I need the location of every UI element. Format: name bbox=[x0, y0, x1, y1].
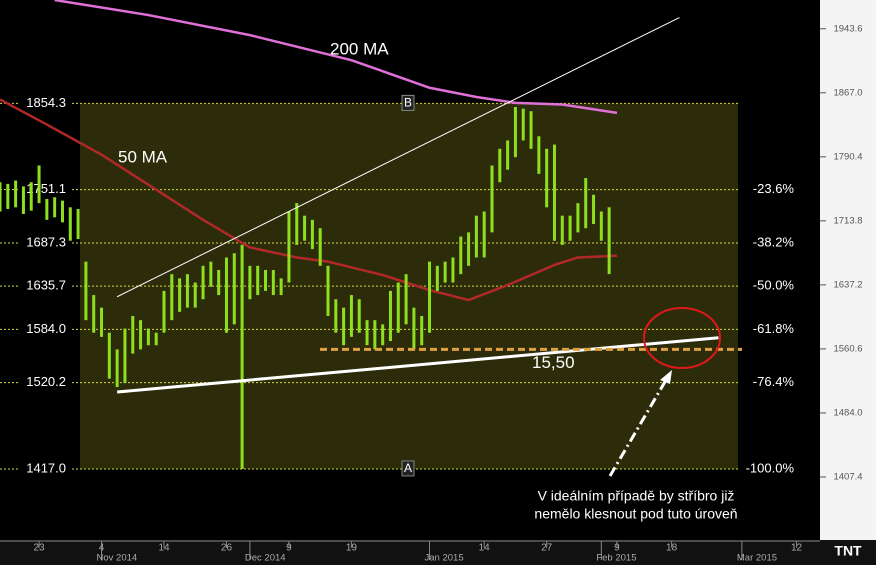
fib-marker-bg bbox=[401, 94, 415, 111]
x-tick-label: 9 bbox=[286, 543, 292, 554]
ma-label: 50 MA bbox=[118, 147, 168, 166]
fib-pct: -50.0% bbox=[753, 278, 795, 293]
x-tick-label: 19 bbox=[346, 543, 358, 554]
fib-label: 1854.3 bbox=[26, 95, 66, 110]
fib-label: 1687.3 bbox=[26, 234, 66, 249]
fib-label: 1520.2 bbox=[26, 374, 66, 389]
x-tick-label: 27 bbox=[541, 543, 553, 554]
month-label: Dec 2014 bbox=[245, 553, 286, 564]
month-label: Mar 2015 bbox=[737, 553, 777, 564]
trendline bbox=[116, 17, 680, 298]
fib-label-bg bbox=[20, 234, 70, 252]
x-tick-label: 14 bbox=[479, 543, 491, 554]
x-tick-label: 18 bbox=[666, 543, 678, 554]
y-tick-label: 1790.4 bbox=[833, 151, 862, 162]
month-label: Feb 2015 bbox=[596, 553, 636, 564]
logo: TNT bbox=[834, 543, 862, 559]
highlight-circle bbox=[643, 307, 721, 369]
fib-marker: A bbox=[404, 461, 412, 475]
fib-label: 1635.7 bbox=[26, 278, 66, 293]
x-tick-label: 26 bbox=[221, 543, 233, 554]
x-tick-label: 9 bbox=[614, 543, 620, 554]
x-tick-label: 14 bbox=[158, 543, 170, 554]
arrow-head bbox=[660, 370, 672, 384]
fib-label-bg bbox=[20, 94, 70, 113]
fib-label-bg bbox=[20, 373, 70, 392]
month-label: Jan 2015 bbox=[425, 553, 464, 564]
trendline bbox=[117, 336, 719, 394]
x-axis-bg bbox=[0, 540, 876, 565]
fib-pct: -38.2% bbox=[753, 234, 795, 249]
moving-average bbox=[0, 98, 618, 302]
note: V ideálním případě by stříbro již bbox=[538, 488, 735, 504]
y-tick-label: 1484.0 bbox=[833, 407, 862, 418]
fib-label: 1584.0 bbox=[26, 321, 66, 336]
y-axis-bg bbox=[820, 0, 876, 540]
ma-label: 200 MA bbox=[330, 39, 389, 58]
fib-marker: B bbox=[404, 96, 412, 110]
fib-marker-bg bbox=[401, 460, 415, 477]
x-tick-label: 12 bbox=[791, 543, 803, 554]
fib-label: 1417.0 bbox=[26, 460, 66, 475]
y-tick-label: 1407.4 bbox=[833, 471, 862, 482]
fib-label-bg bbox=[20, 320, 70, 339]
fib-pct: -23.6% bbox=[753, 181, 795, 196]
y-tick-label: 1943.6 bbox=[833, 23, 862, 34]
y-tick-label: 1713.8 bbox=[833, 215, 862, 226]
y-tick-label: 1637.2 bbox=[833, 279, 862, 290]
fib-label: 1751.1 bbox=[26, 181, 66, 196]
note: nemělo klesnout pod tuto úroveň bbox=[534, 506, 737, 522]
moving-average bbox=[54, 0, 618, 115]
fib-label-bg bbox=[20, 459, 70, 478]
month-label: Nov 2014 bbox=[97, 553, 138, 564]
fib-pct: -61.8% bbox=[753, 321, 795, 336]
fib-pct: -76.4% bbox=[753, 374, 795, 389]
fib-label-bg bbox=[20, 277, 70, 296]
fib-pct: -100.0% bbox=[746, 460, 795, 475]
y-tick-label: 1867.0 bbox=[833, 87, 862, 98]
y-tick-label: 1560.6 bbox=[833, 343, 862, 354]
x-tick-label: 23 bbox=[33, 543, 45, 554]
arrow bbox=[608, 379, 668, 477]
support-label: 15,50 bbox=[532, 353, 575, 372]
